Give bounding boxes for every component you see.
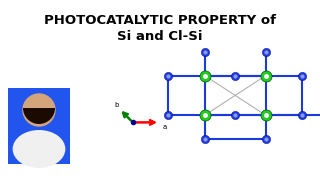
FancyBboxPatch shape — [8, 88, 70, 164]
Circle shape — [23, 94, 55, 126]
Text: a: a — [163, 124, 167, 130]
Text: Si and Cl-Si: Si and Cl-Si — [117, 30, 203, 43]
Text: b: b — [114, 102, 119, 108]
Wedge shape — [23, 108, 55, 124]
Ellipse shape — [13, 130, 65, 168]
Text: PHOTOCATALYTIC PROPERTY of: PHOTOCATALYTIC PROPERTY of — [44, 14, 276, 27]
